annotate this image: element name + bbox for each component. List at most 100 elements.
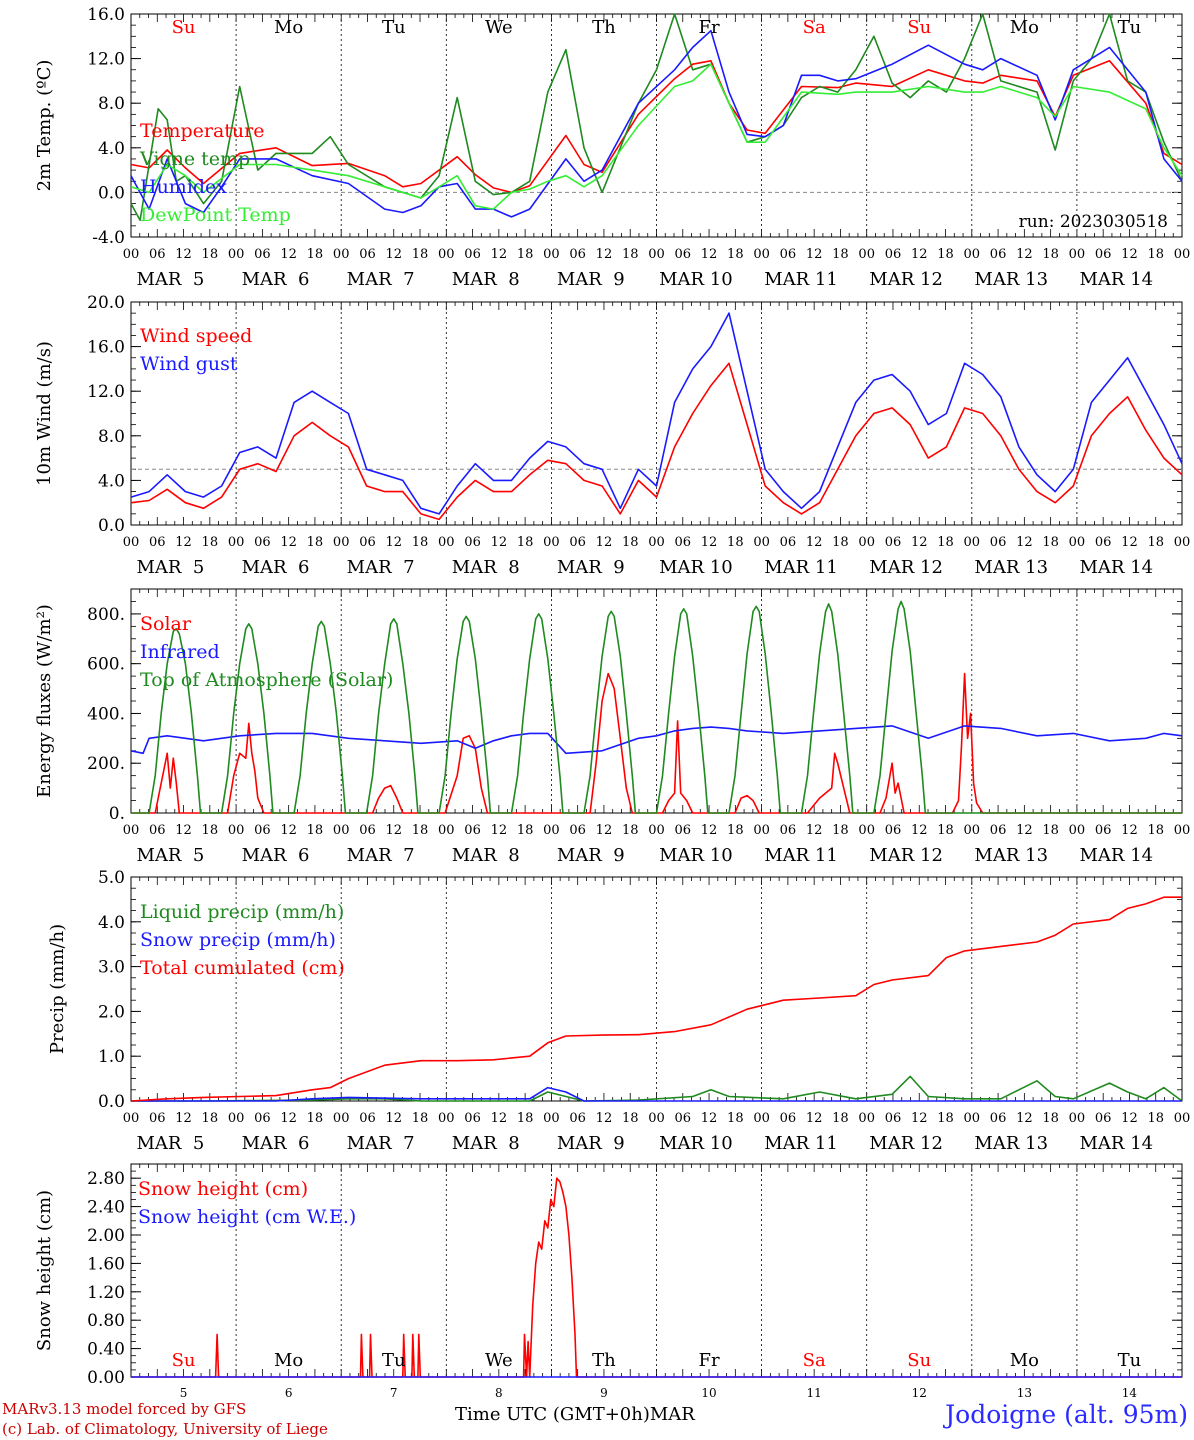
hour-tick-label: 06 (675, 823, 692, 838)
hour-tick-label: 00 (648, 247, 665, 262)
hour-tick-label: 12 (175, 823, 192, 838)
hour-tick-label: 06 (885, 1111, 902, 1126)
y-tick-label: 0.40 (87, 1340, 125, 1360)
series-line (130, 896, 1182, 1102)
day-number-label: 11 (807, 1386, 822, 1400)
y-tick-label: 8.0 (98, 427, 125, 447)
y-tick-label: 8.0 (98, 94, 125, 114)
hour-tick-label: 00 (964, 823, 981, 838)
hour-tick-label: 06 (675, 535, 692, 550)
date-label: MAR 6 (242, 269, 310, 290)
hour-tick-label: 18 (727, 247, 744, 262)
hour-tick-label: 12 (596, 247, 613, 262)
hour-tick-label: 12 (491, 823, 508, 838)
date-label: MAR 5 (136, 269, 204, 290)
weekday-label: Su (907, 17, 931, 38)
y-tick-label: 3.0 (98, 958, 125, 978)
legend-entry: Top of Atmosphere (Solar) (140, 669, 393, 691)
hour-tick-label: 00 (228, 823, 245, 838)
date-label: MAR 10 (659, 1133, 733, 1154)
hour-tick-label: 06 (359, 1111, 376, 1126)
hour-tick-label: 00 (123, 1111, 140, 1126)
date-label: MAR 14 (1080, 845, 1154, 866)
hour-tick-label: 12 (491, 535, 508, 550)
hour-tick-label: 06 (359, 247, 376, 262)
hour-tick-label: 12 (701, 1111, 718, 1126)
hour-tick-label: 06 (990, 823, 1007, 838)
hour-tick-label: 18 (412, 535, 429, 550)
hour-tick-label: 18 (412, 247, 429, 262)
y-tick-label: 2.0 (98, 1002, 125, 1022)
hour-tick-label: 12 (596, 823, 613, 838)
hour-tick-label: 18 (832, 247, 849, 262)
hour-tick-label: 18 (937, 1111, 954, 1126)
hour-tick-label: 18 (1042, 823, 1059, 838)
hour-tick-label: 00 (543, 247, 560, 262)
hour-tick-label: 00 (858, 247, 875, 262)
hour-tick-label: 12 (280, 247, 297, 262)
hour-tick-label: 06 (1095, 247, 1112, 262)
weekday-label: Tu (1118, 17, 1142, 38)
hour-tick-label: 06 (885, 535, 902, 550)
hour-tick-label: 00 (1069, 535, 1086, 550)
hour-tick-label: 06 (359, 535, 376, 550)
day-number-label: 5 (180, 1386, 188, 1400)
date-label: MAR 14 (1080, 557, 1154, 578)
hour-tick-label: 00 (1174, 823, 1191, 838)
hour-tick-label: 18 (1042, 247, 1059, 262)
date-label: MAR 6 (242, 557, 310, 578)
hour-tick-label: 18 (832, 823, 849, 838)
hour-tick-label: 18 (622, 247, 639, 262)
y-tick-label: 2.80 (87, 1169, 125, 1189)
date-label: MAR 9 (557, 1133, 625, 1154)
hour-tick-label: 18 (517, 535, 534, 550)
model-credit-line: MARv3.13 model forced by GFS (2, 1400, 247, 1418)
hour-tick-label: 18 (202, 823, 219, 838)
hour-tick-label: 00 (753, 535, 770, 550)
y-tick-label: 0.80 (87, 1311, 125, 1331)
series-line (131, 600, 1182, 814)
date-label: MAR 12 (869, 269, 943, 290)
day-number-label: 10 (701, 1386, 716, 1400)
hour-tick-label: 12 (1121, 247, 1138, 262)
hour-tick-label: 06 (1095, 823, 1112, 838)
hour-tick-label: 18 (727, 823, 744, 838)
y-tick-label: 12.0 (87, 50, 125, 70)
date-label: MAR 9 (557, 845, 625, 866)
hour-tick-label: 18 (517, 1111, 534, 1126)
hour-tick-label: 06 (990, 535, 1007, 550)
hour-tick-label: 00 (333, 1111, 350, 1126)
hour-tick-label: 12 (701, 535, 718, 550)
hour-tick-label: 00 (123, 535, 140, 550)
hour-tick-label: 18 (832, 535, 849, 550)
y-tick-label: 0.0 (98, 1092, 125, 1112)
hour-tick-label: 12 (911, 247, 928, 262)
hour-tick-label: 12 (385, 247, 402, 262)
hour-tick-label: 00 (648, 1111, 665, 1126)
legend-entry: Wind speed (140, 325, 252, 347)
hour-tick-label: 06 (359, 823, 376, 838)
hour-tick-label: 00 (648, 535, 665, 550)
hour-tick-label: 00 (858, 823, 875, 838)
hour-tick-label: 18 (202, 1111, 219, 1126)
hour-tick-label: 06 (254, 823, 271, 838)
date-label: MAR 5 (136, 845, 204, 866)
legend-entry: Wind gust (140, 353, 238, 375)
legend-entry: Snow precip (mm/h) (140, 929, 336, 951)
hour-tick-label: 06 (780, 247, 797, 262)
weekday-label: Mo (274, 17, 303, 38)
y-axis-label: Precip (mm/h) (47, 924, 68, 1054)
hour-tick-label: 06 (254, 247, 271, 262)
station-label: Jodoigne (alt. 95m) (945, 1400, 1188, 1429)
series-line (130, 725, 1183, 755)
date-label: MAR 11 (764, 845, 838, 866)
date-label: MAR 11 (764, 1133, 838, 1154)
hour-tick-label: 00 (858, 1111, 875, 1126)
hour-tick-label: 18 (727, 1111, 744, 1126)
hour-tick-label: 18 (832, 1111, 849, 1126)
date-label: MAR 8 (452, 269, 520, 290)
day-number-label: 9 (600, 1386, 608, 1400)
day-number-label: 8 (495, 1386, 503, 1400)
y-tick-label: 0.0 (98, 516, 125, 536)
weekday-label: Sa (803, 1350, 826, 1371)
